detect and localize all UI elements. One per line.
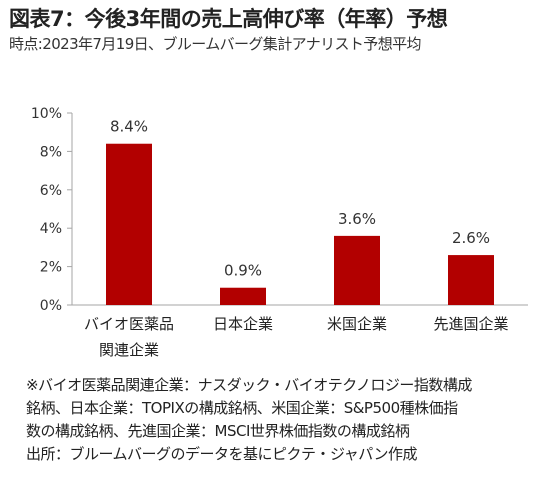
data-label: 8.4% bbox=[110, 118, 148, 136]
y-tick-label: 0% bbox=[40, 298, 62, 314]
bar-chart: 0% 2% 4% 6% 8% 10% 8.4% バイオ医薬品関連企業 0.9% 日本企業 3.6% 米… bbox=[31, 106, 528, 359]
footnote-line: ※バイオ医薬品関連企業：ナスダック・バイオテクノロジー指数構成 bbox=[26, 376, 472, 394]
category-label: 関連企業 bbox=[99, 341, 159, 359]
category-label: 米国企業 bbox=[327, 315, 387, 333]
bar bbox=[334, 235, 380, 305]
footnote-line: 銘柄、日本企業：TOPIXの構成銘柄、米国企業：S&P500種株価指 bbox=[26, 399, 458, 417]
y-tick-label: 4% bbox=[40, 221, 62, 237]
source-line: 出所：ブルームバーグのデータを基にピクテ・ジャパン作成 bbox=[26, 445, 418, 463]
footnotes: ※バイオ医薬品関連企業：ナスダック・バイオテクノロジー指数構成 銘柄、日本企業：… bbox=[26, 374, 541, 466]
footnote-line: 数の構成銘柄、先進国企業：MSCI世界株価指数の構成銘柄 bbox=[26, 422, 410, 440]
category-label: バイオ医薬品 bbox=[84, 315, 174, 333]
category-label: 先進国企業 bbox=[433, 315, 508, 333]
y-tick-label: 10% bbox=[31, 106, 62, 122]
category-label: 日本企業 bbox=[213, 315, 273, 333]
y-tick-label: 8% bbox=[40, 144, 62, 160]
data-label: 3.6% bbox=[338, 210, 376, 228]
bar bbox=[448, 255, 494, 305]
data-label: 0.9% bbox=[224, 262, 262, 280]
chart-subtitle: 時点:2023年7月19日、ブルームバーグ集計アナリスト予想平均 bbox=[9, 35, 422, 53]
bar bbox=[106, 143, 152, 305]
bar bbox=[220, 287, 266, 305]
chart-title: 図表7：今後3年間の売上高伸び率（年率）予想 bbox=[9, 7, 448, 31]
y-tick-label: 6% bbox=[40, 183, 62, 199]
data-label: 2.6% bbox=[452, 229, 490, 247]
y-tick-label: 2% bbox=[40, 260, 62, 276]
